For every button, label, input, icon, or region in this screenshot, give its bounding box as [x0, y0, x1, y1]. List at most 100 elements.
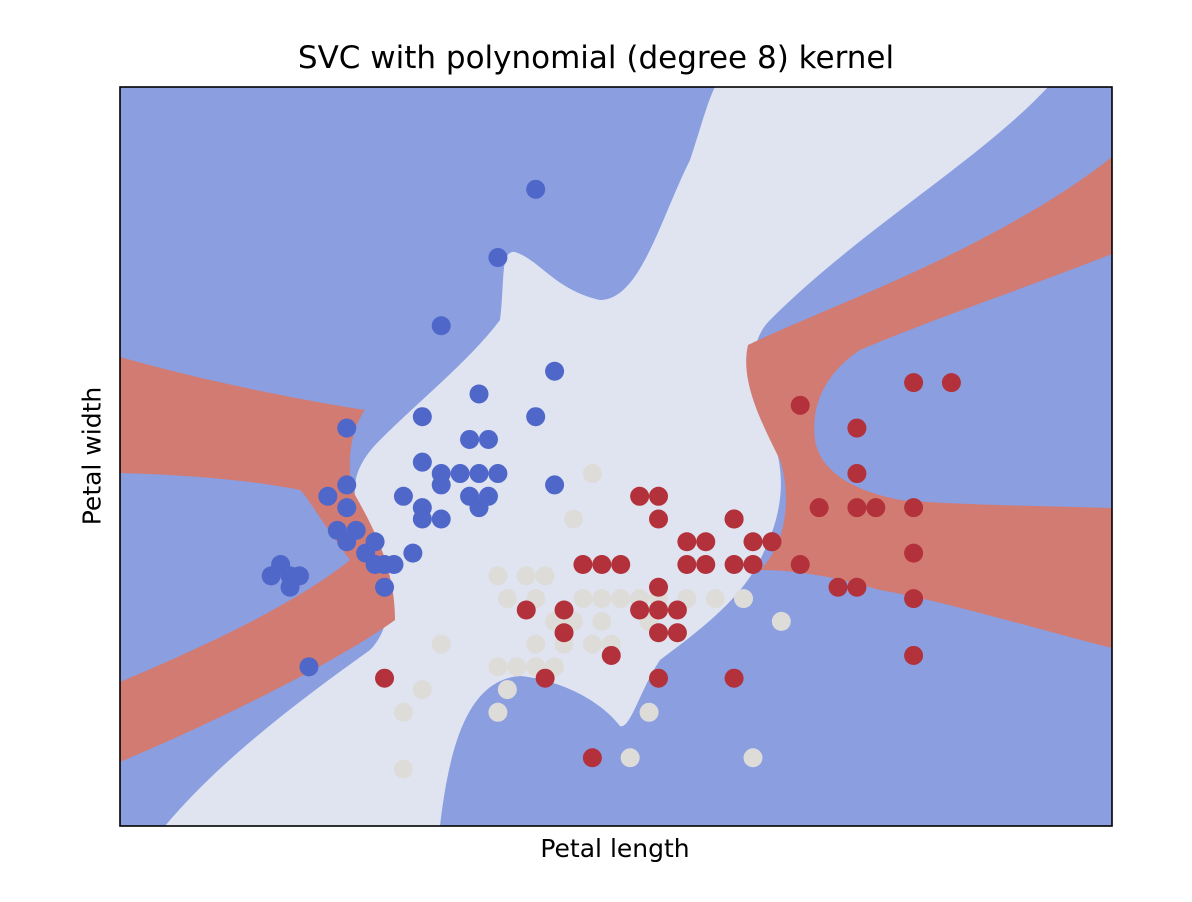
- point-class-0-16: [337, 475, 357, 495]
- point-class-0-26: [431, 509, 451, 529]
- point-class-1-31: [393, 702, 413, 722]
- point-class-2-8: [677, 555, 697, 575]
- point-class-2-25: [601, 645, 621, 665]
- point-class-1-0: [582, 464, 602, 484]
- point-class-0-8: [526, 407, 546, 427]
- point-class-1-13: [497, 589, 517, 609]
- point-class-2-17: [516, 600, 536, 620]
- point-class-1-5: [573, 589, 593, 609]
- point-class-2-35: [904, 498, 924, 518]
- point-class-0-25: [412, 509, 432, 529]
- point-class-0-29: [337, 532, 357, 552]
- point-class-0-1: [488, 248, 508, 268]
- point-class-2-4: [696, 532, 716, 552]
- point-class-1-35: [771, 611, 791, 631]
- point-class-2-13: [724, 555, 744, 575]
- point-class-1-21: [582, 634, 602, 654]
- point-class-0-42: [403, 543, 423, 563]
- region-class-1: [165, 87, 1048, 826]
- point-class-1-29: [412, 680, 432, 700]
- point-class-2-26: [649, 668, 669, 688]
- point-class-2-19: [630, 600, 650, 620]
- point-class-2-32: [809, 498, 829, 518]
- point-class-1-19: [526, 634, 546, 654]
- point-class-2-21: [667, 600, 687, 620]
- point-class-1-24: [488, 657, 508, 677]
- point-class-2-22: [554, 623, 574, 643]
- point-class-2-10: [592, 555, 612, 575]
- point-class-0-40: [299, 657, 319, 677]
- point-class-2-27: [724, 668, 744, 688]
- point-class-1-33: [620, 748, 640, 768]
- point-class-2-46: [724, 509, 744, 529]
- point-class-0-20: [337, 498, 357, 518]
- point-class-2-40: [790, 555, 810, 575]
- point-class-0-7: [478, 429, 498, 449]
- point-class-0-41: [290, 566, 310, 586]
- point-class-2-30: [535, 668, 555, 688]
- point-class-0-22: [393, 486, 413, 506]
- point-class-2-33: [847, 498, 867, 518]
- point-class-0-5: [412, 407, 432, 427]
- point-class-1-1: [563, 509, 583, 529]
- point-class-2-38: [828, 577, 848, 597]
- point-class-1-2: [488, 566, 508, 586]
- point-class-2-11: [611, 555, 631, 575]
- decision-regions: [120, 87, 1112, 826]
- point-class-2-37: [904, 589, 924, 609]
- point-class-0-17: [431, 475, 451, 495]
- point-class-1-3: [516, 566, 536, 586]
- axes-frame: [119, 86, 1113, 827]
- point-class-1-32: [639, 702, 659, 722]
- chart-title: SVC with polynomial (degree 8) kernel: [297, 40, 895, 76]
- point-class-2-39: [847, 577, 867, 597]
- point-class-0-0: [526, 179, 546, 199]
- point-class-1-36: [393, 759, 413, 779]
- point-class-1-4: [535, 566, 555, 586]
- point-class-1-17: [592, 611, 612, 631]
- point-class-2-31: [790, 395, 810, 415]
- point-class-2-3: [677, 532, 697, 552]
- point-class-2-36: [904, 543, 924, 563]
- point-class-1-28: [497, 680, 517, 700]
- point-class-1-30: [488, 702, 508, 722]
- point-class-1-11: [705, 589, 725, 609]
- point-class-2-23: [649, 623, 669, 643]
- point-class-2-16: [649, 577, 669, 597]
- point-class-2-20: [649, 600, 669, 620]
- x-axis-label: Petal length: [540, 834, 690, 863]
- point-class-1-34: [743, 748, 763, 768]
- point-class-2-6: [743, 532, 763, 552]
- scatter-points: [261, 179, 961, 779]
- region-class-2-left: [120, 357, 395, 762]
- point-class-2-28: [375, 668, 395, 688]
- point-class-0-19: [318, 486, 338, 506]
- point-class-2-42: [904, 373, 924, 393]
- point-class-2-24: [667, 623, 687, 643]
- point-class-2-43: [941, 373, 961, 393]
- point-class-2-12: [696, 555, 716, 575]
- point-class-0-14: [488, 464, 508, 484]
- point-class-1-6: [592, 589, 612, 609]
- point-class-0-13: [469, 464, 489, 484]
- point-class-2-14: [743, 555, 763, 575]
- point-class-2-18: [554, 600, 574, 620]
- point-class-2-44: [847, 464, 867, 484]
- point-class-1-7: [611, 589, 631, 609]
- point-class-0-3: [545, 361, 565, 381]
- point-class-0-24: [545, 475, 565, 495]
- region-class-2-right: [746, 157, 1112, 648]
- y-axis-label: Petal width: [77, 386, 107, 526]
- point-class-2-15: [762, 532, 782, 552]
- point-class-2-41: [847, 418, 867, 438]
- point-class-2-29: [582, 748, 602, 768]
- point-class-0-4: [469, 384, 489, 404]
- point-class-2-2: [649, 509, 669, 529]
- point-class-0-10: [412, 452, 432, 472]
- point-class-0-34: [384, 555, 404, 575]
- point-class-2-9: [573, 555, 593, 575]
- point-class-0-21: [478, 486, 498, 506]
- point-class-1-12: [734, 589, 754, 609]
